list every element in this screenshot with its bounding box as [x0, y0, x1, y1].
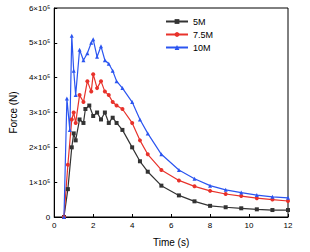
svg-text:0: 0 [52, 221, 57, 230]
svg-text:4×10⁵: 4×10⁵ [29, 73, 50, 82]
svg-text:6×10⁵: 6×10⁵ [29, 4, 50, 13]
svg-text:0: 0 [46, 213, 51, 222]
svg-text:3×10⁵: 3×10⁵ [29, 108, 50, 117]
svg-text:6: 6 [169, 221, 174, 230]
svg-text:8: 8 [208, 221, 213, 230]
svg-text:7.5M: 7.5M [193, 30, 213, 40]
svg-text:2: 2 [91, 221, 96, 230]
svg-text:Force (N): Force (N) [8, 91, 19, 133]
svg-text:5M: 5M [193, 17, 206, 27]
svg-text:5×10⁵: 5×10⁵ [29, 38, 50, 47]
svg-text:Time (s): Time (s) [153, 237, 189, 248]
svg-text:12: 12 [284, 221, 293, 230]
svg-text:10: 10 [245, 221, 254, 230]
svg-text:10M: 10M [193, 43, 211, 53]
svg-text:4: 4 [130, 221, 135, 230]
svg-text:1×10⁵: 1×10⁵ [29, 178, 50, 187]
svg-text:2×10⁵: 2×10⁵ [29, 143, 50, 152]
